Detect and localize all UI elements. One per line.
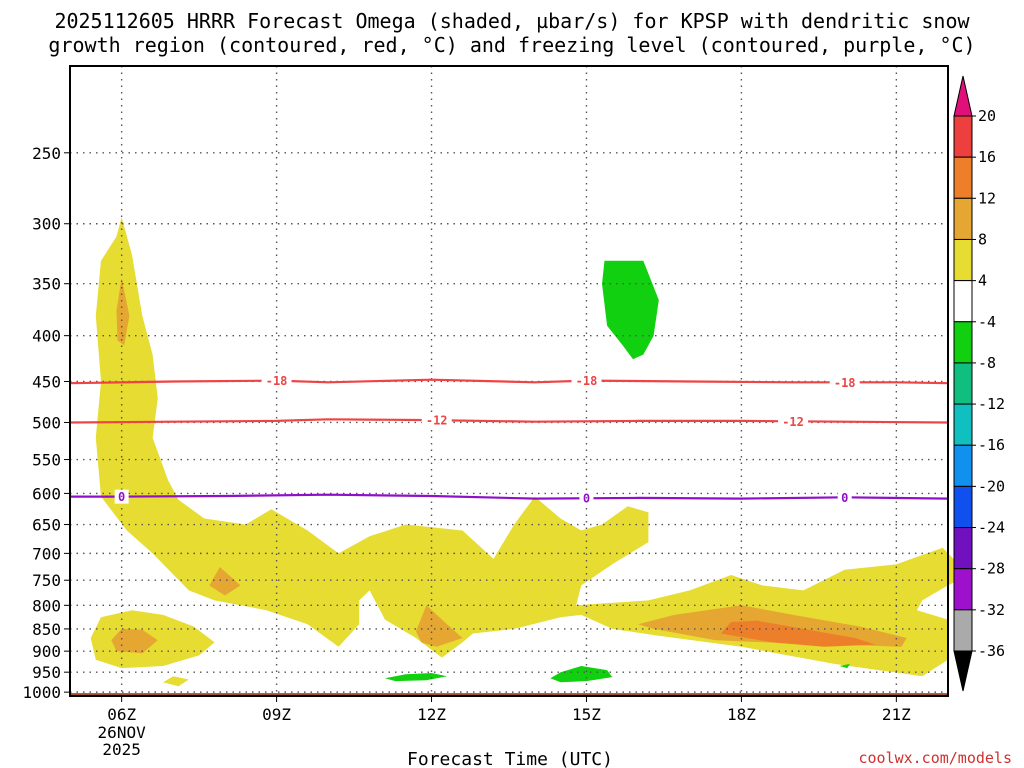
x-tick-label-09Z: 09Z [262,705,291,724]
omega-region-upper-descent [602,260,659,360]
contour-label-bg-freezing-level-0 [114,489,129,504]
y-tick-label-900: 900 [32,642,61,661]
contour-label-bg-dgz-minus-18-1 [571,373,602,388]
contour-label-bg-dgz-minus-18-0 [261,373,292,388]
y-tick-label-1000: 1000 [22,683,61,702]
contour-label-bg-dgz-minus-12-0 [421,413,452,428]
y-tick-label-450: 450 [32,372,61,391]
x-axis-label: Forecast Time (UTC) [407,749,613,768]
colorbar-label-3: 8 [978,230,987,248]
colorbar-label-2: 12 [978,189,996,207]
y-tick-label-300: 300 [32,215,61,234]
shaded-regions [90,217,969,687]
colorbar-label-10: -24 [978,519,1005,537]
x-tick-label-18Z: 18Z [727,705,756,724]
omega-region-sfc-descent-15z [550,666,613,683]
colorbar-swatch-1 [953,156,973,199]
contour-label-freezing-level-0: 0 [118,490,125,504]
omega-region-upper-max [116,278,130,346]
omega-region-12z-max [416,605,463,647]
colorbar-swatch-9 [953,485,973,529]
omega-region-18z-core [720,620,876,647]
y-tick-label-800: 800 [32,596,61,615]
colorbar-swatch-0 [953,115,973,158]
contour-label-bg-freezing-level-1 [579,491,594,506]
omega-region-column-ascent [95,217,969,677]
contour-lines: -18 -18 -18 -12 -12 0 0 0 [69,373,949,506]
y-tick-label-700: 700 [32,544,61,563]
colorbar-bottom-arrow [953,650,973,692]
x-tick-label-15Z: 15Z [572,705,601,724]
contour-label-dgz-minus-18-1: -18 [576,374,598,388]
contour-label-dgz-minus-18-0: -18 [266,374,288,388]
colorbar-swatch-4 [953,280,973,323]
colorbar-swatch-11 [953,568,973,611]
y-tick-label-950: 950 [32,663,61,682]
y-tick-label-600: 600 [32,484,61,503]
chart-title: 2025112605 HRRR Forecast Omega (shaded, … [48,9,975,57]
title-line-2: growth region (contoured, red, °C) and f… [48,33,975,57]
contour-label-bg-dgz-minus-18-2 [829,375,860,390]
contour-label-bg-dgz-minus-12-1 [778,414,809,429]
colorbar-label-11: -28 [978,560,1005,578]
omega-region-dot [839,663,850,669]
colorbar-label-8: -16 [978,436,1005,454]
x-tick-sublabel-0: 26NOV [98,723,147,742]
colorbar-swatch-8 [953,444,973,487]
colorbar-swatch-12 [953,609,973,652]
omega-region-sfc-descent-12z [385,673,447,682]
title-line-1: 2025112605 HRRR Forecast Omega (shaded, … [54,9,970,33]
x-tick-sublabel-1: 2025 [102,740,141,759]
contour-label-dgz-minus-12-0: -12 [426,414,448,428]
colorbar-label-12: -32 [978,601,1005,619]
y-tick-label-350: 350 [32,275,61,294]
pressure-axis: 250 300 350 400 450 500 550 600 650 700 750 800 850 9… [22,144,70,702]
colorbar-label-0: 20 [978,107,996,125]
omega-region-small-patch [163,676,189,687]
contour-label-bg-freezing-level-2 [837,490,852,505]
ground-surface [70,693,948,696]
contour-freezing-level [70,493,949,500]
colorbar-swatch-3 [953,238,973,282]
y-tick-label-500: 500 [32,413,61,432]
y-tick-label-650: 650 [32,516,61,535]
contour-label-freezing-level-1: 0 [583,492,590,506]
omega-region-midlevel-max [209,567,241,596]
x-tick-label-06Z: 06Z [107,705,136,724]
contour-label-freezing-level-2: 0 [841,491,848,505]
y-tick-label-550: 550 [32,451,61,470]
colorbar-label-4: 4 [978,272,987,290]
contour-dgz-minus-18 [69,378,949,385]
colorbar-label-5: -4 [978,313,996,331]
colorbar-label-6: -8 [978,354,996,372]
colorbar-swatch-2 [953,197,973,240]
colorbar: 20 16 12 8 4 -4 -8 -12 -16 -20 -24 -28 -32 -36 [953,75,1005,692]
contour-label-dgz-minus-18-2: -18 [834,376,856,390]
colorbar-swatch-5 [953,321,973,364]
contour-dgz-minus-12 [69,418,949,424]
colorbar-swatch-10 [953,527,973,570]
x-tick-label-21Z: 21Z [882,705,911,724]
colorbar-label-7: -12 [978,395,1005,413]
credit-text: coolwx.com/models [858,749,1012,767]
omega-region-06z-low-max [111,628,158,654]
contour-label-dgz-minus-12-1: -12 [782,415,804,429]
y-tick-label-850: 850 [32,620,61,639]
colorbar-swatch-6 [953,362,973,405]
colorbar-label-13: -36 [978,642,1005,660]
colorbar-label-9: -20 [978,477,1005,495]
y-tick-label-250: 250 [32,144,61,163]
x-tick-label-12Z: 12Z [417,705,446,724]
colorbar-swatch-7 [953,403,973,446]
gridlines [70,66,948,696]
colorbar-top-arrow [953,75,973,117]
y-tick-label-400: 400 [32,327,61,346]
y-tick-label-750: 750 [32,571,61,590]
colorbar-label-1: 16 [978,148,996,166]
